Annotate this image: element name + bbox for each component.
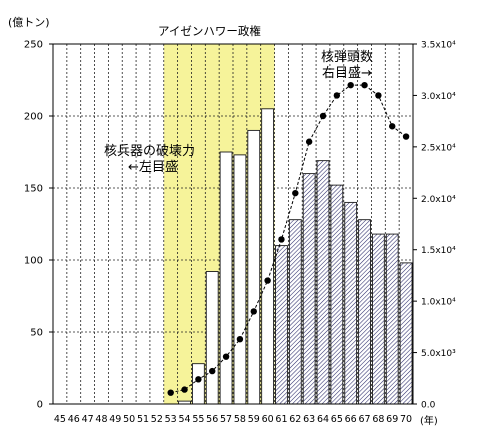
warhead-point-54 — [181, 386, 188, 393]
x-tick-label: 47 — [82, 414, 94, 425]
line-series — [167, 81, 410, 396]
right-tick-label: 1.0x10⁴ — [421, 298, 456, 308]
right-annotation-line1: 核弾頭数 — [321, 50, 374, 65]
x-tick-label: 65 — [331, 414, 343, 425]
right-tick-label: 5.0x10³ — [421, 349, 456, 359]
bar-62 — [288, 219, 302, 405]
tick-labels: 0 50 100 150 200 250 0.0 5.0x10³ 1.0x10⁴ 1.5x10⁴ 2… — [24, 40, 456, 426]
bar-70 — [399, 262, 413, 405]
warhead-point-65 — [333, 92, 341, 99]
warhead-point-61 — [278, 236, 285, 243]
left-tick-label: 150 — [24, 184, 43, 195]
bar-68 — [371, 233, 385, 405]
warhead-point-66 — [347, 81, 354, 89]
bar-58 — [233, 154, 247, 405]
bar-64 — [316, 160, 330, 405]
warhead-point-64 — [319, 112, 327, 120]
bar-55 — [191, 363, 205, 405]
bar-66 — [344, 201, 358, 405]
warhead-point-62 — [292, 189, 299, 197]
bar-56 — [205, 271, 219, 405]
x-tick-label: 59 — [248, 414, 260, 425]
bar-61 — [275, 245, 288, 405]
chart-title: アイゼンハワー政権 — [158, 24, 261, 38]
right-tick-label: 1.5x10⁴ — [421, 246, 456, 256]
axes — [52, 43, 414, 405]
x-tick-label: 52 — [151, 414, 163, 425]
warhead-point-58 — [236, 336, 244, 343]
warhead-point-53 — [167, 389, 174, 396]
bar-59 — [247, 129, 261, 405]
x-tick-label: 70 — [400, 414, 412, 425]
x-tick-label: 49 — [109, 414, 121, 425]
warhead-point-63 — [305, 138, 313, 145]
x-tick-label: 51 — [137, 414, 149, 425]
bar-65 — [330, 184, 344, 405]
right-tick-label: 2.5x10⁴ — [421, 143, 456, 153]
warhead-point-69 — [389, 123, 396, 130]
bar-series — [178, 108, 413, 405]
bar-57 — [219, 151, 233, 405]
warhead-point-56 — [209, 367, 216, 375]
right-tick-label: 3.0x10⁴ — [421, 92, 456, 102]
left-tick-label: 100 — [24, 256, 43, 267]
left-tick-label: 250 — [24, 40, 43, 51]
x-tick-label: 45 — [54, 414, 66, 425]
warhead-point-67 — [361, 81, 368, 89]
warhead-point-59 — [250, 308, 257, 315]
right-tick-label: 2.0x10⁴ — [421, 195, 456, 205]
x-tick-label: 55 — [192, 414, 204, 425]
warhead-point-70 — [402, 133, 410, 140]
left-annotation-line1: 核兵器の破壊力 — [104, 144, 196, 159]
x-tick-label: 64 — [317, 414, 329, 425]
bar-60 — [261, 108, 275, 405]
x-tick-label: 66 — [345, 414, 357, 425]
x-tick-label: 57 — [220, 414, 232, 425]
warhead-point-57 — [222, 353, 230, 360]
warhead-point-68 — [375, 92, 382, 99]
x-tick-label: 48 — [95, 414, 107, 425]
right-tick-label: 0.0 — [421, 401, 436, 411]
right-annotation-line2: 右目盛→ — [322, 66, 372, 81]
left-tick-label: 0 — [37, 400, 43, 411]
warhead-point-60 — [264, 277, 271, 284]
warhead-point-55 — [195, 376, 202, 383]
bar-67 — [358, 219, 371, 405]
x-tick-label: 69 — [386, 414, 398, 425]
left-tick-label: 200 — [24, 112, 43, 123]
x-tick-label: 68 — [372, 414, 384, 425]
x-tick-label: 62 — [289, 414, 301, 425]
x-tick-label: 67 — [358, 414, 370, 425]
x-tick-label: 50 — [123, 414, 135, 425]
left-annotation-line2: ←左目盛 — [128, 160, 178, 175]
x-tick-label: 60 — [262, 414, 274, 425]
x-tick-label: 46 — [68, 414, 80, 425]
left-tick-label: 50 — [30, 328, 43, 339]
plot-frame — [52, 43, 414, 405]
x-tick-label: 54 — [178, 414, 190, 425]
left-axis-unit: (億トン) — [8, 16, 50, 29]
right-tick-label: 3.5x10⁴ — [421, 41, 456, 51]
bar-69 — [385, 233, 399, 405]
x-tick-label: 63 — [303, 414, 315, 425]
x-axis-label: (年) — [420, 416, 438, 427]
x-tick-label: 61 — [275, 414, 287, 425]
x-tick-label: 53 — [165, 414, 177, 425]
x-tick-label: 56 — [206, 414, 218, 425]
x-tick-label: 58 — [234, 414, 246, 425]
bar-63 — [302, 173, 316, 405]
